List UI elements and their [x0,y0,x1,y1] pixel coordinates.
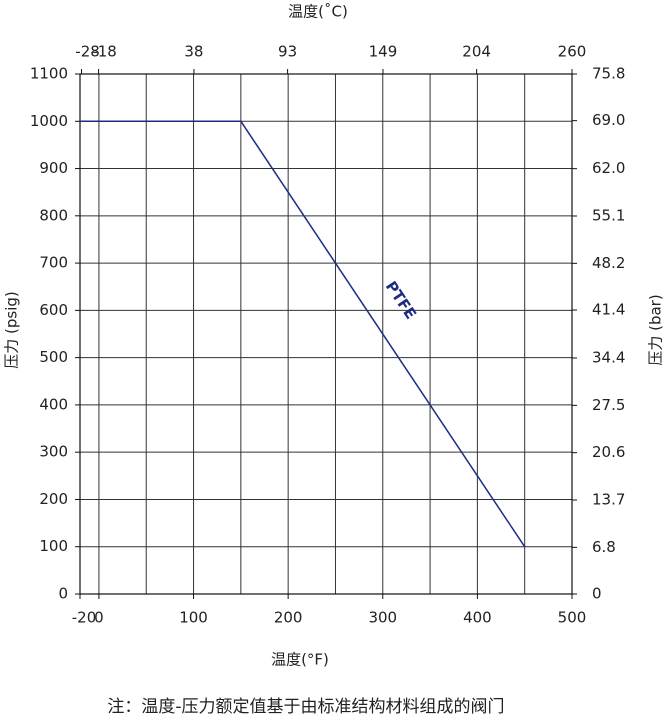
x-axis-title: 温度(°F) [271,651,329,669]
y-tick-label: 500 [39,348,68,366]
y2-tick-label: 62.0 [592,159,625,177]
x2-axis-title: 温度(˚C) [288,3,348,21]
y2-tick-label: 69.0 [592,111,625,129]
y2-tick-label: 6.8 [592,538,616,556]
y-tick-label: 800 [39,206,68,224]
x2-tick-label: 204 [462,43,491,61]
series-line [80,120,526,548]
y-tick-label: 700 [39,254,68,272]
x2-tick-label: 260 [558,43,587,61]
x2-tick-label: -28 [75,43,100,61]
x-tick-label: 100 [179,609,208,627]
y2-tick-label: 13.7 [592,491,625,509]
y-tick-label: 300 [39,443,68,461]
y2-tick-label: 0 [592,585,602,603]
x-tick-label: 400 [463,609,492,627]
x-tick-label: 200 [274,609,303,627]
y2-tick-label: 34.4 [592,349,625,367]
y-tick-label: 1000 [30,112,68,130]
note: 注：温度-压力额定值基于由标准结构材料组成的阀门 [107,697,504,717]
y2-tick-label: 41.4 [592,300,625,318]
x-tick-label: 0 [94,609,104,627]
y-tick-label: 600 [39,301,68,319]
y-tick-label: 1100 [30,65,68,83]
y-axis-title: 压力 (psig) [3,291,21,369]
y2-axis-title: 压力 (bar) [647,294,665,365]
plot-frame [79,73,573,595]
series-label: PTFE [382,278,420,323]
y2-tick-label: 55.1 [592,207,625,225]
x2-tick-label: 93 [278,43,297,61]
x-tick-label: 300 [368,609,397,627]
x2-tick-label: 38 [184,43,203,61]
y-tick-label: 100 [39,537,68,555]
y-tick-label: 400 [39,395,68,413]
y2-tick-label: 27.5 [592,396,625,414]
y-tick-label: 0 [58,585,68,603]
y-tick-label: 900 [39,159,68,177]
x-tick-label: -20 [72,609,97,627]
y2-tick-label: 20.6 [592,443,625,461]
y-tick-label: 200 [39,490,68,508]
y2-tick-label: 48.2 [592,254,625,272]
x2-tick-label: -18 [92,43,117,61]
x2-tick-label: 149 [369,43,398,61]
y2-tick-label: 75.8 [592,65,625,83]
x-tick-label: 500 [558,609,587,627]
